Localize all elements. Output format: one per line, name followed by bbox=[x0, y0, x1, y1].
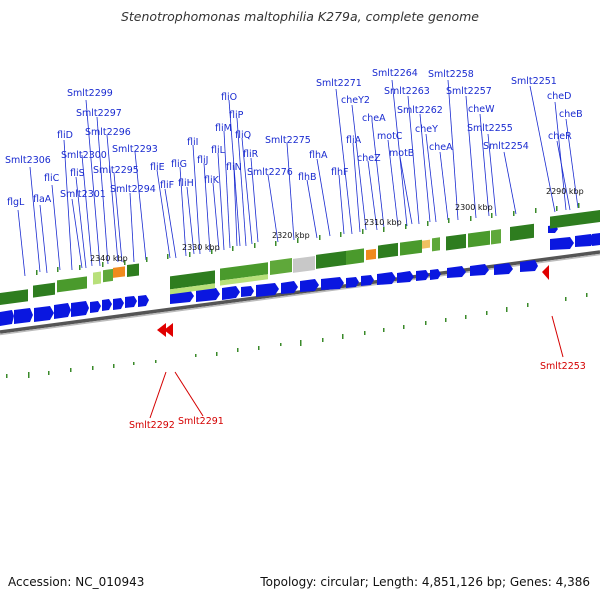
gene-label: cheR bbox=[548, 131, 572, 142]
gene-label: fliA bbox=[346, 135, 362, 146]
gc-ticks bbox=[6, 293, 588, 378]
gene-label: fliN bbox=[226, 162, 242, 173]
gene-label: fliG bbox=[171, 159, 187, 170]
kbp-label: 2290 kbp bbox=[546, 187, 584, 196]
gene-label: flhF bbox=[331, 167, 348, 178]
gene-label: flhB bbox=[298, 172, 317, 183]
gene-labels: flgL flaA Smlt2306 fliC fliD Smlt2301 fl… bbox=[5, 68, 583, 208]
gene-label: cheA bbox=[362, 113, 386, 124]
gene-label: fliF bbox=[160, 180, 174, 191]
cds-plus-strand bbox=[548, 225, 600, 250]
gene-label: Smlt2299 bbox=[67, 88, 113, 99]
gene-label: fliI bbox=[187, 137, 198, 148]
gene-label: Smlt2295 bbox=[93, 165, 139, 176]
gene-label: Smlt2293 bbox=[112, 144, 158, 155]
gene-label: cheY2 bbox=[341, 95, 370, 106]
gene-label: flgL bbox=[7, 197, 25, 208]
gene-label: Smlt2300 bbox=[61, 150, 107, 161]
pseudo-gene-label: Smlt2292 bbox=[129, 420, 175, 431]
gene-label: Smlt2301 bbox=[60, 189, 106, 200]
gene-label: Smlt2262 bbox=[397, 105, 443, 116]
kbp-label: 2310 kbp bbox=[364, 218, 402, 227]
gene-label: Smlt2306 bbox=[5, 155, 51, 166]
gene-label: motB bbox=[389, 148, 414, 159]
cds-minus-strand bbox=[0, 260, 538, 326]
kbp-label: 2330 kbp bbox=[182, 243, 220, 252]
gene-label: cheZ bbox=[357, 153, 381, 164]
pseudo-gene-label: Smlt2291 bbox=[178, 416, 224, 427]
gene-label: Smlt2275 bbox=[265, 135, 311, 146]
gene-label: cheB bbox=[559, 109, 583, 120]
gene-label: cheD bbox=[547, 91, 571, 102]
gene-label: Smlt2257 bbox=[446, 86, 492, 97]
position-ticks bbox=[36, 203, 580, 275]
gene-label: Smlt2255 bbox=[467, 123, 513, 134]
pseudo-gene-markers bbox=[157, 265, 549, 337]
gene-label: flaA bbox=[33, 194, 52, 205]
gene-label: fliQ bbox=[235, 130, 251, 141]
gene-label: Smlt2271 bbox=[316, 78, 362, 89]
gene-label: fliD bbox=[57, 130, 73, 141]
gene-label: motC bbox=[377, 131, 403, 142]
gene-label: cheA bbox=[429, 142, 453, 153]
pseudo-gene-pointers bbox=[149, 315, 564, 419]
gene-label: fliH bbox=[178, 178, 194, 189]
gene-label: fliP bbox=[229, 110, 244, 121]
gene-label: fliS bbox=[70, 168, 85, 179]
gene-label: Smlt2294 bbox=[110, 184, 156, 195]
gene-label: Smlt2296 bbox=[85, 127, 131, 138]
gene-label: Smlt2254 bbox=[483, 141, 529, 152]
gene-label: fliJ bbox=[197, 155, 208, 166]
gene-label: Smlt2276 bbox=[247, 167, 293, 178]
gene-label: Smlt2263 bbox=[384, 86, 430, 97]
pseudo-gene-label: Smlt2253 bbox=[540, 361, 586, 372]
gene-label: fliE bbox=[150, 162, 165, 173]
gene-label: cheY bbox=[415, 124, 438, 135]
gene-label: fliC bbox=[44, 173, 60, 184]
gene-label: flhA bbox=[309, 150, 328, 161]
cog-blocks bbox=[0, 209, 600, 305]
kbp-labels: 2290 kbp 2300 kbp 2310 kbp 2320 kbp 2330… bbox=[90, 187, 584, 263]
gene-label: Smlt2258 bbox=[428, 69, 474, 80]
gene-label: fliL bbox=[211, 145, 226, 156]
gene-label: cheW bbox=[468, 104, 495, 115]
gene-label: fliM bbox=[215, 123, 232, 134]
gene-label: Smlt2264 bbox=[372, 68, 418, 79]
genome-summary: Topology: circular; Length: 4,851,126 bp… bbox=[260, 575, 590, 589]
genome-title: Stenotrophomonas maltophilia K279a, comp… bbox=[120, 9, 480, 24]
label-leaders bbox=[17, 79, 579, 277]
pseudo-gene-labels: Smlt2292 Smlt2291 Smlt2253 bbox=[129, 361, 586, 431]
gene-label: fliO bbox=[221, 92, 237, 103]
gene-label: Smlt2297 bbox=[76, 108, 122, 119]
gene-label: fliR bbox=[243, 149, 259, 160]
kbp-label: 2300 kbp bbox=[455, 203, 493, 212]
gene-label: fliK bbox=[204, 175, 220, 186]
accession-label: Accession: NC_010943 bbox=[8, 575, 145, 589]
gene-label: Smlt2251 bbox=[511, 76, 557, 87]
kbp-label: 2340 kbp bbox=[90, 254, 128, 263]
kbp-label: 2320 kbp bbox=[272, 231, 310, 240]
